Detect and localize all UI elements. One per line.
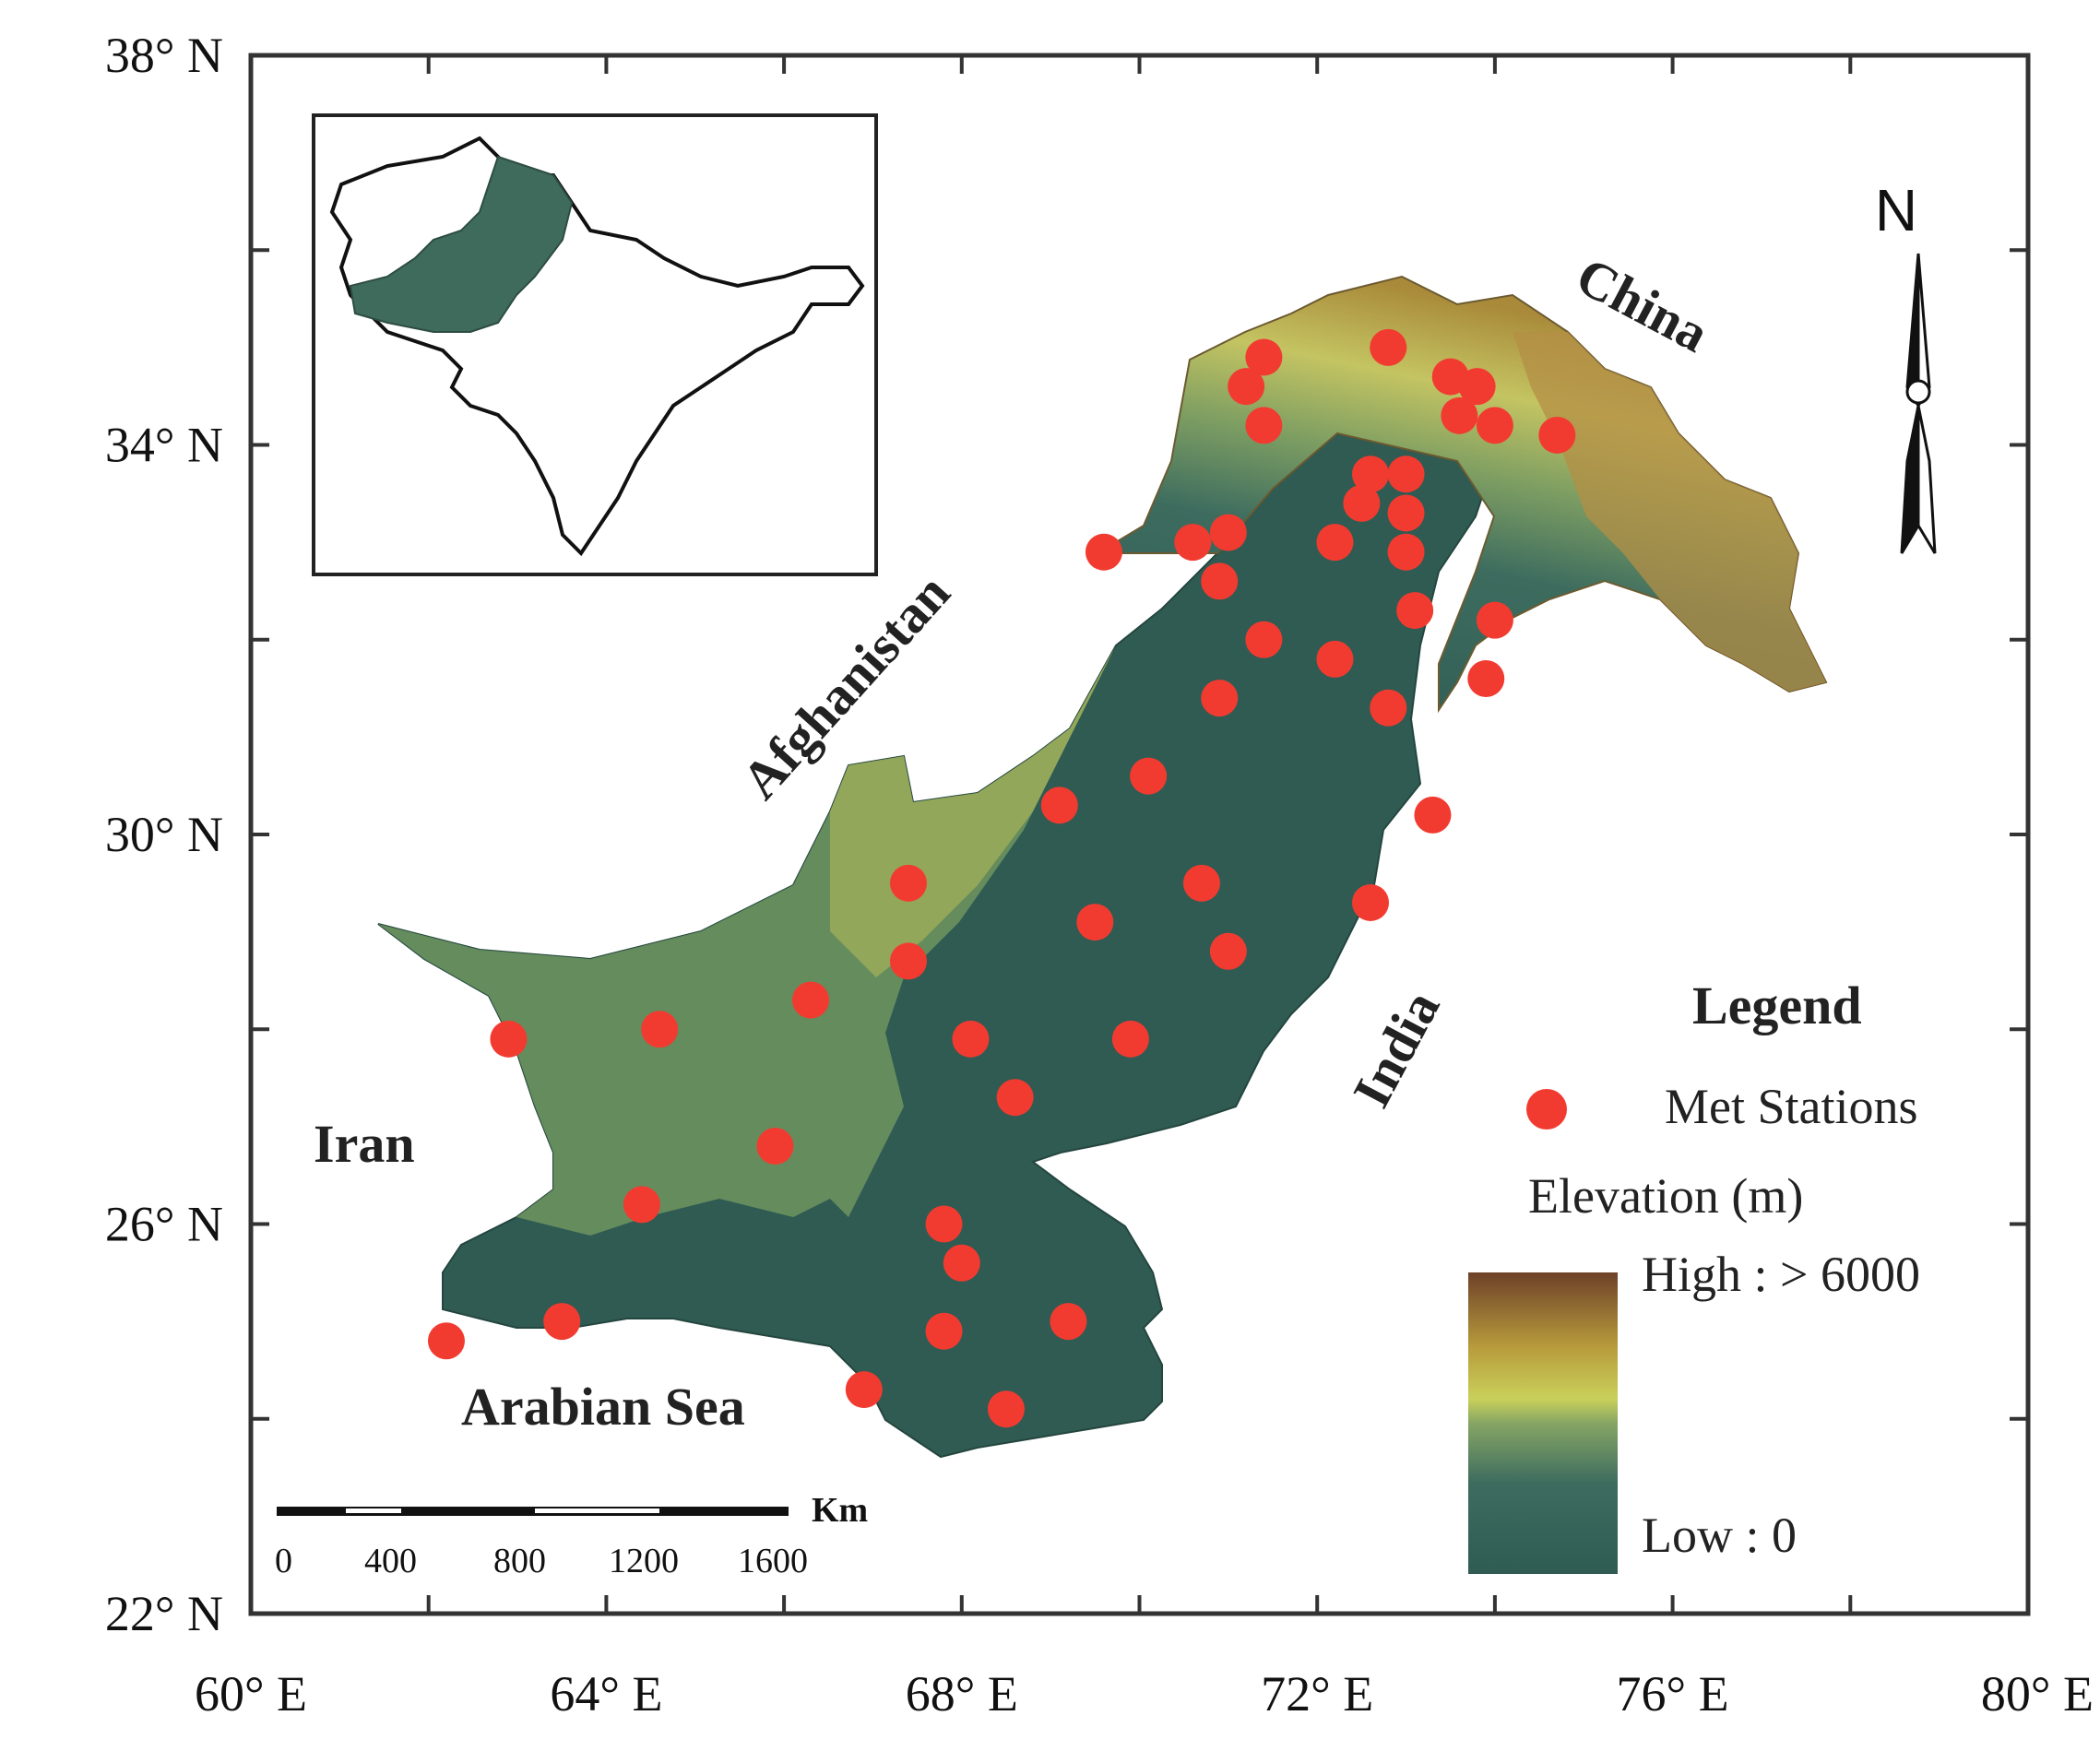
longitude-tick-label: 60° E <box>195 1666 307 1721</box>
met-station-marker <box>1458 368 1496 406</box>
north-arrow: N <box>1875 177 1937 554</box>
met-station-marker <box>1050 1303 1087 1341</box>
met-station-marker <box>1245 407 1283 444</box>
met-station-marker <box>1476 407 1513 444</box>
north-arrow-center <box>1905 379 1931 405</box>
met-stations <box>427 328 1576 1428</box>
met-station-marker <box>889 942 927 980</box>
met-station-marker <box>1387 455 1425 493</box>
met-station-marker <box>1396 592 1434 630</box>
met-station-marker <box>1228 368 1265 406</box>
pakistan-western-plateau <box>378 645 1116 1236</box>
met-station-marker <box>925 1205 963 1243</box>
legend-title: Legend <box>1692 976 1862 1035</box>
label-iran: Iran <box>314 1114 415 1174</box>
legend-station-marker <box>1526 1089 1567 1130</box>
met-station-marker <box>1387 533 1425 571</box>
met-station-marker <box>490 1020 528 1058</box>
inset-locator-map <box>312 113 878 576</box>
scale-bar-unit: Km <box>812 1491 868 1530</box>
scale-bar: Km 0 400 800 1200 1600 <box>275 1491 868 1580</box>
label-arabian-sea: Arabian Sea <box>461 1377 745 1437</box>
inset-pakistan <box>349 155 574 333</box>
met-station-marker <box>1209 932 1247 970</box>
met-station-marker <box>943 1244 980 1282</box>
latitude-tick-label: 38° N <box>105 28 223 83</box>
met-station-marker <box>1182 864 1220 902</box>
met-station-marker <box>1130 757 1168 795</box>
met-station-marker <box>925 1312 963 1350</box>
scale-bar-segment-2 <box>535 1508 659 1513</box>
scale-bar-tick-1600: 1600 <box>738 1542 808 1580</box>
met-station-marker <box>889 864 927 902</box>
met-station-marker <box>1085 533 1122 571</box>
met-station-marker <box>1414 796 1452 834</box>
scale-bar-tick-1200: 1200 <box>609 1542 679 1580</box>
latitude-tick-label: 30° N <box>105 807 223 862</box>
met-station-marker <box>1174 524 1212 562</box>
latitude-tick-label: 26° N <box>105 1197 223 1252</box>
met-station-marker <box>1467 660 1505 697</box>
met-station-marker <box>1476 601 1513 639</box>
met-station-marker <box>1111 1020 1149 1058</box>
longitude-tick-label: 68° E <box>906 1666 1018 1721</box>
met-station-marker <box>623 1186 660 1224</box>
met-station-marker <box>543 1303 581 1341</box>
north-arrow-lower-black <box>1900 405 1920 554</box>
met-station-marker <box>1387 494 1425 532</box>
scale-bar-segment-1 <box>346 1508 401 1513</box>
met-station-marker <box>1316 640 1354 678</box>
met-station-marker <box>1245 621 1283 658</box>
met-station-marker <box>427 1322 465 1360</box>
longitude-tick-label: 72° E <box>1261 1666 1373 1721</box>
axis-ticks <box>249 53 2030 1615</box>
met-station-marker <box>1352 455 1390 493</box>
latitude-labels: 22° N 26° N 30° N 34° N 38° N <box>105 28 223 1641</box>
met-station-marker <box>1370 328 1407 366</box>
met-station-marker <box>756 1128 794 1165</box>
met-station-marker <box>987 1390 1025 1428</box>
met-station-marker <box>641 1011 679 1048</box>
met-station-marker <box>1441 396 1478 434</box>
legend-stations-label: Met Stations <box>1665 1079 1918 1134</box>
met-station-marker <box>1343 484 1381 522</box>
met-station-marker <box>1076 904 1114 941</box>
karakoram-peaks <box>1513 332 1826 692</box>
met-station-marker <box>952 1020 990 1058</box>
longitude-tick-label: 64° E <box>550 1666 662 1721</box>
met-station-marker <box>996 1079 1034 1117</box>
met-station-marker <box>1201 680 1239 717</box>
scale-bar-tick-0: 0 <box>275 1542 292 1580</box>
longitude-tick-label: 80° E <box>1981 1666 2094 1721</box>
met-station-marker <box>792 981 830 1019</box>
scale-bar-tick-800: 800 <box>493 1542 546 1580</box>
legend: Legend Met Stations Elevation (m) High :… <box>1468 976 1920 1574</box>
met-station-marker <box>1316 524 1354 562</box>
met-station-marker <box>1370 689 1407 727</box>
longitude-tick-label: 76° E <box>1617 1666 1729 1721</box>
met-station-marker <box>845 1371 883 1409</box>
scale-bar-tick-400: 400 <box>364 1542 417 1580</box>
met-station-marker <box>1245 338 1283 376</box>
latitude-tick-label: 34° N <box>105 418 223 473</box>
legend-low-label: Low : 0 <box>1642 1508 1797 1563</box>
legend-elevation-label: Elevation (m) <box>1528 1168 1803 1224</box>
met-station-marker <box>1201 562 1239 600</box>
met-station-marker <box>1040 787 1078 824</box>
latitude-tick-label: 22° N <box>105 1586 223 1641</box>
legend-elevation-ramp <box>1468 1272 1618 1574</box>
legend-high-label: High : > 6000 <box>1642 1247 1920 1302</box>
met-station-marker <box>1352 883 1390 921</box>
met-station-marker <box>1209 514 1247 551</box>
longitude-labels: 60° E 64° E 68° E 72° E 76° E 80° E <box>195 1666 2094 1721</box>
north-arrow-label: N <box>1875 177 1917 243</box>
met-station-marker <box>1538 416 1576 454</box>
scale-bar-bar <box>277 1507 789 1516</box>
